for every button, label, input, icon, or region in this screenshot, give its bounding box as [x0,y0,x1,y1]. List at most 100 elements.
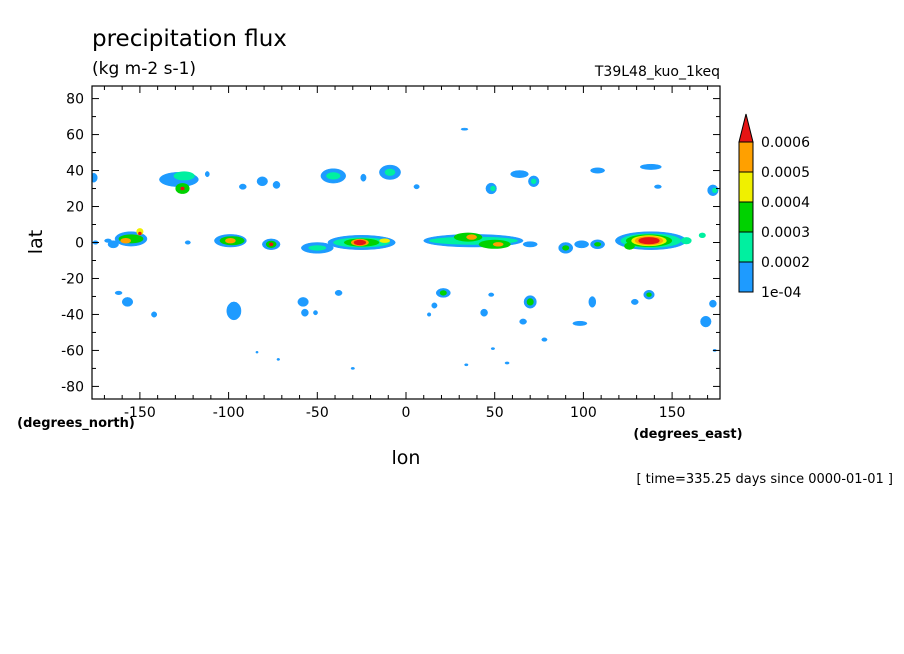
contour-blob-level-1 [541,337,548,342]
contour-blob-level-1 [226,301,242,321]
y-tick-label: -80 [61,379,84,395]
legend-swatch [738,141,754,173]
contour-blob-level-1 [504,361,510,365]
contour-blob-level-6 [638,237,660,245]
contour-blob-level-1 [700,315,712,328]
contour-blob-level-1 [255,350,259,354]
y-axis-units: (degrees_north) [17,416,135,431]
contour-blob-level-1 [590,167,605,174]
contour-blob-level-1 [654,184,662,189]
legend-label: 0.0006 [761,135,810,151]
contour-blob-level-3 [624,242,635,250]
contour-blob-level-3 [526,298,534,306]
contour-blob-level-1 [460,127,469,131]
x-axis-units: (degrees_east) [633,427,742,442]
contour-blob-level-1 [574,240,589,249]
contour-blob-level-2 [531,178,537,184]
contour-blob-level-1 [427,312,432,317]
contour-blob-level-1 [480,308,488,317]
contour-blob-level-1 [488,292,495,297]
x-tick-label: -100 [213,405,245,421]
contour-blob-level-1 [510,170,529,178]
contour-blob-level-2 [384,168,396,176]
y-tick-label: 80 [66,92,84,108]
x-tick-label: 150 [659,405,686,421]
axis-ticks: -150 -100 -50 0 50 100 150 -80 -60 -40 -20 0 20 40 60 8… [61,86,720,421]
legend-label: 0.0002 [761,255,810,271]
contour-blob-level-6 [353,239,367,246]
contour-blob-level-1 [121,297,134,307]
contour-blob-level-1 [184,240,191,245]
contour-blob-level-1 [631,298,639,305]
contour-blob-level-5 [492,242,504,247]
legend-swatch [738,231,754,263]
contour-blob-level-1 [350,367,355,370]
contour-blob-level-6 [138,231,142,236]
y-tick-label: -60 [61,343,84,359]
contour-blob-level-2 [681,237,692,245]
y-tick-label: 20 [66,200,84,216]
contour-blob-level-6 [180,186,185,191]
contour-blob-level-4 [379,238,391,243]
y-axis-label: lat [25,230,47,254]
y-tick-label: -40 [61,307,84,323]
contour-blob-level-3 [562,245,570,251]
x-tick-label: -50 [306,405,329,421]
contour-blob-level-1 [104,238,112,243]
chart-subtitle: (kg m-2 s-1) [92,59,196,79]
legend-swatch [738,201,754,233]
contour-blob-level-1 [490,347,495,350]
time-label: [ time=335.25 days since 0000-01-01 ] [636,472,893,487]
contour-blob-level-1 [519,318,527,325]
contour-blob-level-3 [439,290,447,296]
contour-blob-level-1 [92,172,98,183]
contour-blob-level-1 [334,289,343,296]
legend-label: 0.0004 [761,195,810,211]
contour-blob-level-1 [431,302,438,309]
contour-blob-level-1 [239,183,247,190]
y-tick-label: 40 [66,164,84,180]
contour-blob-level-3 [594,242,602,247]
color-legend: 1e-04 0.0002 0.0003 0.0004 0.0005 0.0006 [738,113,810,301]
y-tick-label: 0 [75,236,84,252]
contour-blob-level-1 [588,296,597,308]
contour-blob-level-1 [522,241,538,248]
contour-blob-level-1 [272,181,281,189]
contour-blob-level-2 [698,232,706,238]
contour-blob-level-1 [639,163,662,170]
contour-blob-level-1 [256,176,268,187]
contour-blob-level-1 [107,240,119,249]
legend-swatch-max [738,113,754,143]
contour-blob-level-1 [313,310,318,316]
contour-fill-layer [92,127,719,370]
legend-label: 1e-04 [761,285,801,301]
contour-blob-level-5 [466,234,477,240]
contour-blob-level-1 [114,290,123,295]
y-tick-label: -20 [61,271,84,287]
chart-title: precipitation flux [92,26,287,52]
x-tick-label: 0 [402,405,411,421]
model-label: T39L48_kuo_1keq [594,64,720,80]
contour-blob-level-2 [326,172,341,180]
x-tick-label: 50 [486,405,504,421]
contour-blob-level-1 [572,320,588,326]
contour-blob-level-1 [276,358,280,361]
legend-label: 0.0003 [761,225,810,241]
x-axis-label: lon [392,447,421,469]
contour-blob-level-1 [413,184,420,190]
contour-blob-level-1 [464,363,469,367]
contour-blob-level-5 [120,238,131,244]
legend-label: 0.0005 [761,165,810,181]
contour-blob-level-2 [308,245,327,251]
legend-swatch [738,261,754,293]
contour-blob-level-2 [173,171,195,181]
contour-blob-level-5 [225,238,236,244]
contour-blob-level-3 [646,292,652,297]
contour-blob-level-1 [709,299,717,308]
y-tick-label: 60 [66,128,84,144]
contour-blob-level-1 [297,297,309,307]
x-tick-label: 100 [570,405,597,421]
contour-blob-level-2 [490,185,496,192]
contour-blob-level-1 [204,171,210,178]
